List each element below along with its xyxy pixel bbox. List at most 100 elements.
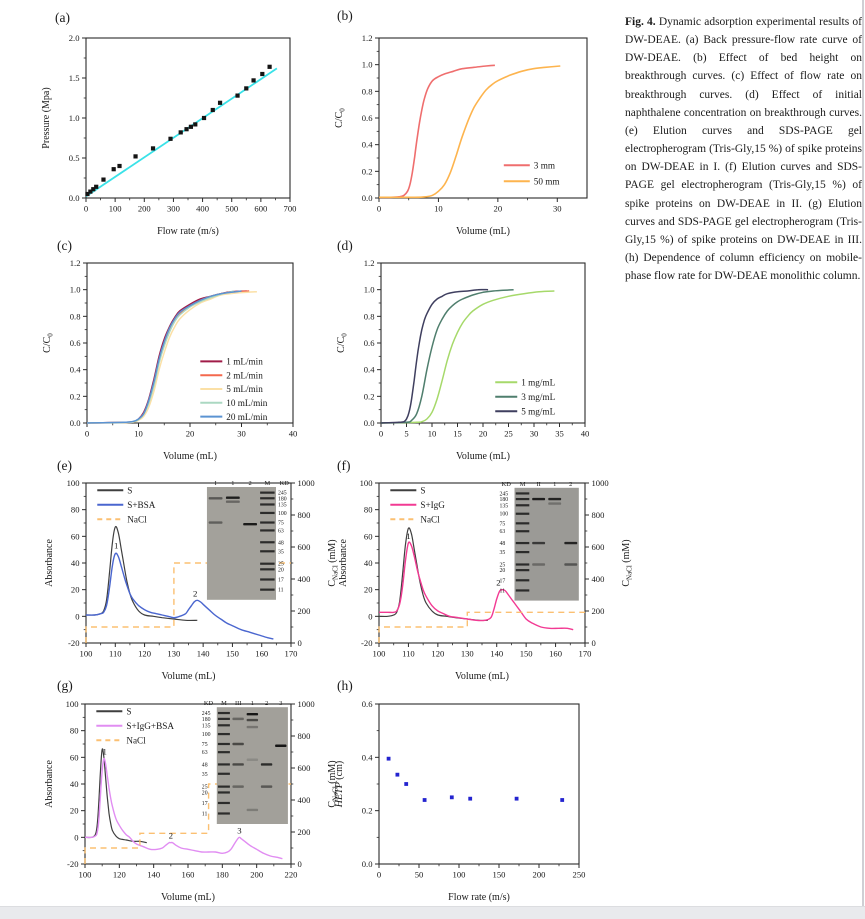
svg-text:0.6: 0.6 (362, 113, 373, 123)
svg-text:35: 35 (202, 772, 208, 778)
svg-text:0.6: 0.6 (70, 338, 81, 348)
svg-text:250: 250 (573, 870, 586, 880)
svg-text:150: 150 (226, 649, 239, 659)
svg-text:200: 200 (592, 606, 605, 616)
svg-text:63: 63 (500, 529, 506, 535)
panel-label-c: (c) (57, 238, 72, 253)
page-right-border (862, 0, 864, 906)
chart-c-flow-rate: 0 10 20 30 40 0.0 0.2 0.4 0.6 0.8 1.0 1.2 Volume (mL… (42, 258, 297, 462)
svg-text:300: 300 (167, 204, 180, 214)
svg-text:100: 100 (278, 511, 287, 517)
svg-text:135: 135 (500, 503, 509, 509)
svg-text:0: 0 (368, 611, 372, 621)
svg-text:35: 35 (278, 549, 284, 555)
svg-text:25: 25 (500, 563, 506, 569)
svg-text:20: 20 (202, 790, 208, 796)
svg-text:3: 3 (279, 700, 282, 707)
svg-text:60: 60 (364, 531, 373, 541)
svg-text:CNaCl (mM): CNaCl (mM) (621, 539, 633, 586)
svg-text:Volume (mL): Volume (mL) (161, 892, 215, 903)
svg-text:Absorbance: Absorbance (44, 539, 55, 587)
svg-text:11: 11 (278, 588, 284, 594)
svg-text:0: 0 (298, 638, 302, 648)
svg-text:110: 110 (402, 649, 415, 659)
svg-text:150: 150 (520, 649, 533, 659)
svg-text:1.0: 1.0 (70, 285, 81, 295)
svg-text:1: 1 (103, 747, 107, 757)
svg-text:2: 2 (569, 481, 572, 488)
svg-text:60: 60 (71, 531, 80, 541)
svg-text:1.5: 1.5 (69, 73, 80, 83)
svg-text:400: 400 (196, 204, 209, 214)
svg-text:Pressure (Mpa): Pressure (Mpa) (41, 87, 52, 148)
svg-text:-20: -20 (68, 638, 79, 648)
svg-text:S+BSA: S+BSA (127, 500, 156, 510)
svg-text:100: 100 (202, 732, 211, 738)
svg-text:17: 17 (500, 578, 506, 584)
svg-text:KD: KD (280, 480, 290, 487)
svg-text:160: 160 (255, 649, 268, 659)
chart-b-bed-height: 0 10 20 30 0.0 0.2 0.4 0.6 0.8 1.0 1.2 Volume (mL) C… (334, 33, 588, 237)
svg-text:1: 1 (114, 540, 118, 550)
svg-text:10 mL/min: 10 mL/min (226, 398, 267, 408)
svg-text:1: 1 (231, 480, 234, 487)
svg-text:Volume (mL): Volume (mL) (456, 226, 510, 237)
svg-text:1.0: 1.0 (362, 60, 373, 70)
svg-text:II: II (536, 481, 540, 488)
svg-text:Absorbance: Absorbance (338, 539, 349, 587)
svg-text:2: 2 (265, 700, 268, 707)
svg-text:180: 180 (278, 496, 287, 502)
svg-text:50: 50 (415, 870, 424, 880)
svg-text:0.0: 0.0 (362, 859, 373, 869)
svg-text:CNaCl (mM): CNaCl (mM) (327, 539, 339, 586)
svg-text:600: 600 (298, 542, 311, 552)
svg-text:48: 48 (278, 540, 284, 546)
svg-text:245: 245 (278, 491, 287, 497)
svg-text:0.8: 0.8 (70, 311, 81, 321)
svg-text:80: 80 (70, 726, 79, 736)
svg-text:20 mL/min: 20 mL/min (226, 412, 267, 422)
svg-text:C/C0: C/C0 (42, 333, 54, 353)
svg-text:0.4: 0.4 (364, 365, 375, 375)
svg-text:2: 2 (496, 578, 500, 588)
svg-text:17: 17 (202, 801, 208, 807)
svg-text:III: III (235, 700, 241, 707)
svg-text:140: 140 (197, 649, 210, 659)
svg-text:10: 10 (434, 204, 443, 214)
svg-text:20: 20 (494, 204, 503, 214)
svg-text:100: 100 (360, 478, 373, 488)
svg-text:200: 200 (298, 827, 311, 837)
svg-text:S+IgG: S+IgG (420, 500, 445, 510)
panel-label-h: (h) (337, 678, 353, 693)
svg-text:NaCl: NaCl (127, 514, 147, 524)
svg-text:20: 20 (71, 585, 80, 595)
chart-a-back-pressure: 0 100 200 300 400 500 600 700 0.0 0.5 1.0 1.5 2.0 Flo… (41, 33, 296, 237)
svg-text:1000: 1000 (592, 478, 609, 488)
svg-text:75: 75 (500, 521, 506, 527)
svg-text:0.6: 0.6 (362, 699, 373, 709)
svg-text:NaCl: NaCl (126, 735, 146, 745)
svg-text:600: 600 (592, 542, 605, 552)
svg-text:200: 200 (138, 204, 151, 214)
svg-text:0.0: 0.0 (364, 418, 375, 428)
svg-text:0.4: 0.4 (70, 365, 81, 375)
svg-text:HETP (cm): HETP (cm) (334, 761, 345, 808)
svg-text:75: 75 (278, 521, 284, 527)
svg-text:Flow rate (m/s): Flow rate (m/s) (448, 892, 510, 903)
svg-text:40: 40 (364, 558, 373, 568)
svg-text:Volume (mL): Volume (mL) (163, 451, 217, 462)
figure-caption: Fig. 4. Dynamic adsorption experimental … (625, 13, 862, 285)
svg-text:0: 0 (379, 429, 383, 439)
svg-text:0.4: 0.4 (362, 752, 373, 762)
svg-text:20: 20 (500, 568, 506, 574)
svg-text:100: 100 (373, 649, 386, 659)
svg-text:800: 800 (592, 510, 605, 520)
svg-text:400: 400 (592, 574, 605, 584)
panel-label-f: (f) (337, 458, 351, 473)
svg-text:150: 150 (493, 870, 506, 880)
svg-text:130: 130 (167, 649, 180, 659)
svg-text:245: 245 (202, 711, 211, 717)
svg-text:80: 80 (364, 505, 373, 515)
svg-text:30: 30 (530, 429, 539, 439)
svg-text:63: 63 (202, 750, 208, 756)
